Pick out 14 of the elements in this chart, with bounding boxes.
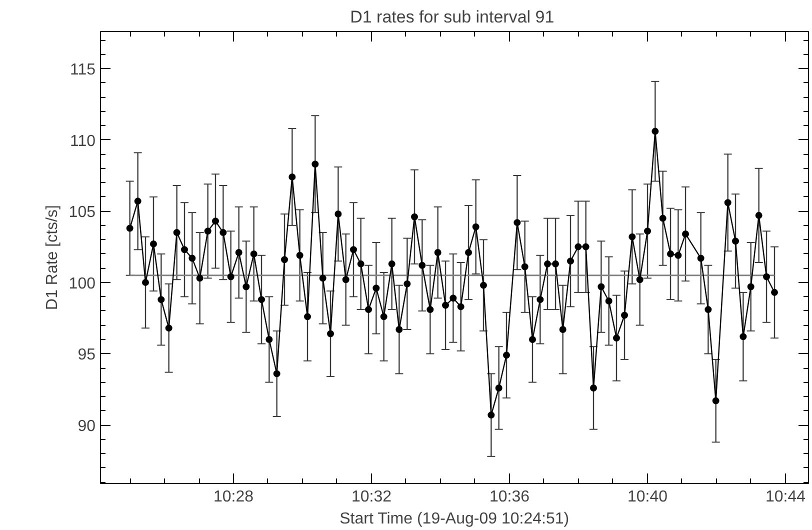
x-tick-label: 10:32 [351,488,392,506]
y-tick-label: 95 [78,346,96,364]
y-tick-label: 115 [70,62,96,79]
y-tick-label: 90 [78,418,96,436]
y-axis-title: D1 Rate [cts/s] [44,205,61,310]
y-tick-label: 100 [68,275,96,292]
x-tick-label: 10:40 [627,488,668,506]
chart-title: D1 rates for sub interval 91 [350,8,554,26]
y-tick-label: 110 [70,132,96,150]
x-tick-label: 10:28 [213,488,254,506]
x-tick-label: 10:44 [765,488,806,506]
x-tick-label: 10:36 [489,488,530,506]
y-tick-label: 105 [68,204,96,222]
x-axis-title: Start Time (19-Aug-09 10:24:51) [340,510,570,528]
